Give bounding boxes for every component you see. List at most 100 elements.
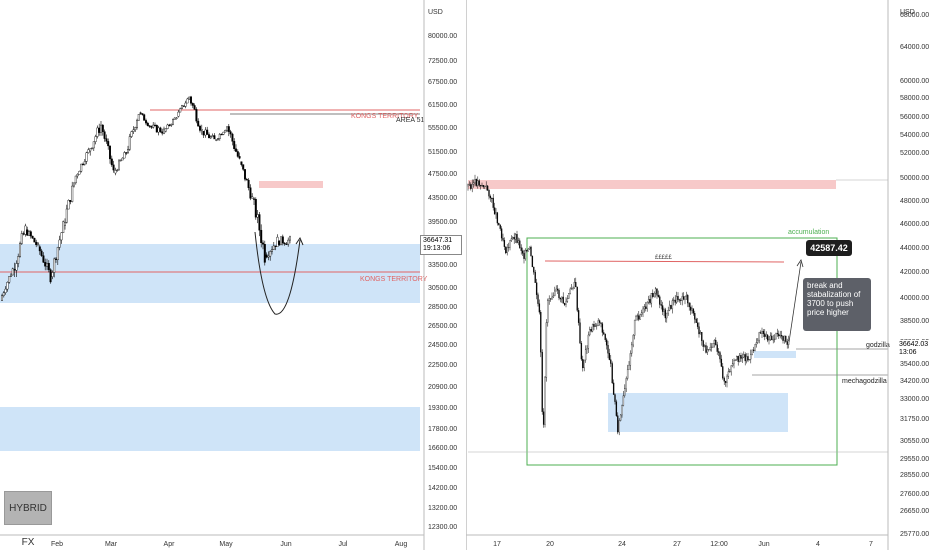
- left-projection-curve: [254, 231, 301, 315]
- right-candle-body: [755, 342, 758, 345]
- right-candle-body: [638, 315, 640, 320]
- right-candle-body: [596, 325, 598, 327]
- right-candle-body: [594, 325, 597, 327]
- right-y-tick-label: 27600.00: [900, 491, 929, 498]
- right-candle-body: [618, 420, 620, 433]
- left-y-tick-label: 30500.00: [428, 285, 457, 292]
- right-candle-body: [661, 305, 664, 312]
- right-y-tick-label: 50000.00: [900, 175, 929, 182]
- left-candle-body: [204, 129, 207, 136]
- right-y-tick-label: 56000.00: [900, 114, 929, 121]
- right-candle-body: [738, 355, 741, 362]
- right-candle-body: [488, 189, 490, 197]
- right-candle-body: [660, 304, 662, 306]
- right-candle-body: [472, 182, 475, 185]
- right-candle-body: [694, 313, 696, 320]
- left-candle-body: [46, 263, 49, 267]
- left-candle-body: [11, 268, 14, 276]
- right-candle-body: [537, 294, 539, 304]
- right-target-line: [544, 260, 785, 263]
- right-candle-body: [496, 212, 499, 224]
- right-candle-body: [667, 310, 669, 314]
- right-y-tick-label: 35400.00: [900, 361, 929, 368]
- right-candle-body: [608, 353, 611, 360]
- left-candle-body: [134, 127, 137, 131]
- right-y-tick-label: 31750.00: [900, 416, 929, 423]
- right-candle-body: [538, 303, 541, 313]
- right-candle-body: [787, 340, 790, 345]
- left-y-tick-label: 55500.00: [428, 125, 457, 132]
- right-candle-body: [675, 296, 678, 303]
- left-candle-body: [148, 125, 151, 127]
- left-chart-panel[interactable]: KONGS TERRITORY AREA 51 KONGS TERRITORY …: [0, 0, 466, 550]
- left-chart-canvas[interactable]: KONGS TERRITORY AREA 51 KONGS TERRITORY …: [0, 0, 466, 550]
- right-candle-body: [689, 306, 692, 311]
- right-candle-body: [695, 319, 697, 323]
- right-x-tick-label: 7: [869, 541, 873, 548]
- right-candle-body: [703, 345, 706, 347]
- left-y-tick-label: 14200.00: [428, 485, 457, 492]
- left-candle-body: [272, 245, 275, 250]
- left-candle-body: [19, 243, 22, 257]
- left-candle-body: [146, 122, 149, 126]
- right-candle-body: [622, 395, 625, 406]
- left-candle-body: [229, 131, 232, 135]
- right-candle-body: [765, 334, 767, 337]
- right-candle-body: [481, 185, 483, 187]
- right-candle-body: [652, 293, 654, 297]
- right-candle-body: [769, 335, 772, 340]
- right-candle-body: [782, 335, 784, 341]
- right-candle-body: [747, 356, 749, 361]
- left-candle-body: [49, 269, 52, 283]
- right-candle-body: [726, 376, 728, 383]
- right-candle-body: [554, 290, 556, 297]
- left-candle-body: [251, 196, 254, 199]
- right-candle-body: [527, 248, 529, 252]
- right-candle-body: [776, 333, 779, 335]
- right-candle-body: [614, 394, 616, 402]
- right-candle-body: [708, 349, 710, 351]
- left-candle-body: [44, 262, 47, 267]
- right-candle-body: [502, 237, 504, 241]
- right-candle-body: [706, 349, 709, 353]
- right-candle-body: [744, 354, 746, 362]
- left-candle-body: [267, 255, 270, 258]
- right-y-tick-label: 60000.00: [900, 78, 929, 85]
- right-candle-body: [478, 180, 480, 186]
- right-chart-panel[interactable]: accumulation £££££ godzilla mechagodzill…: [466, 0, 932, 550]
- right-candle-body: [570, 288, 573, 290]
- right-chart-canvas[interactable]: accumulation £££££ godzilla mechagodzill…: [466, 0, 932, 550]
- left-candle-body: [220, 133, 223, 136]
- right-candle-body: [696, 322, 699, 327]
- right-candle-body: [535, 282, 538, 295]
- right-candle-body: [492, 197, 494, 208]
- right-candle-body: [528, 246, 531, 250]
- left-candle-body: [128, 136, 131, 150]
- right-x-tick-label: 27: [673, 541, 681, 548]
- right-candle-body: [611, 363, 613, 384]
- right-x-tick-label: 20: [546, 541, 554, 548]
- left-y-tick-label: 20900.00: [428, 384, 457, 391]
- left-x-tick-label: Jun: [280, 541, 291, 548]
- right-y-tick-label: 64000.00: [900, 44, 929, 51]
- left-candle-body: [197, 120, 200, 127]
- left-candle-body: [162, 128, 165, 134]
- right-candle-body: [562, 296, 564, 304]
- left-candle-body: [89, 148, 92, 152]
- left-candle-body: [60, 232, 63, 241]
- right-candle-body: [628, 365, 630, 370]
- left-candle-body: [260, 229, 263, 244]
- left-candle-body: [56, 247, 59, 260]
- godzilla-label: godzilla: [866, 342, 890, 349]
- right-candle-body: [516, 234, 518, 243]
- left-x-tick-label: Jul: [339, 541, 348, 548]
- right-candle-body: [664, 309, 667, 319]
- right-candle-body: [786, 341, 788, 345]
- right-x-axis-labels: 17 20 24 27 12:00 Jun 4 7: [493, 541, 873, 548]
- left-candle-body: [274, 245, 277, 247]
- right-candle-body: [741, 357, 744, 359]
- left-candle-body: [252, 198, 255, 200]
- right-candle-body: [598, 320, 601, 323]
- left-candle-body: [254, 198, 257, 218]
